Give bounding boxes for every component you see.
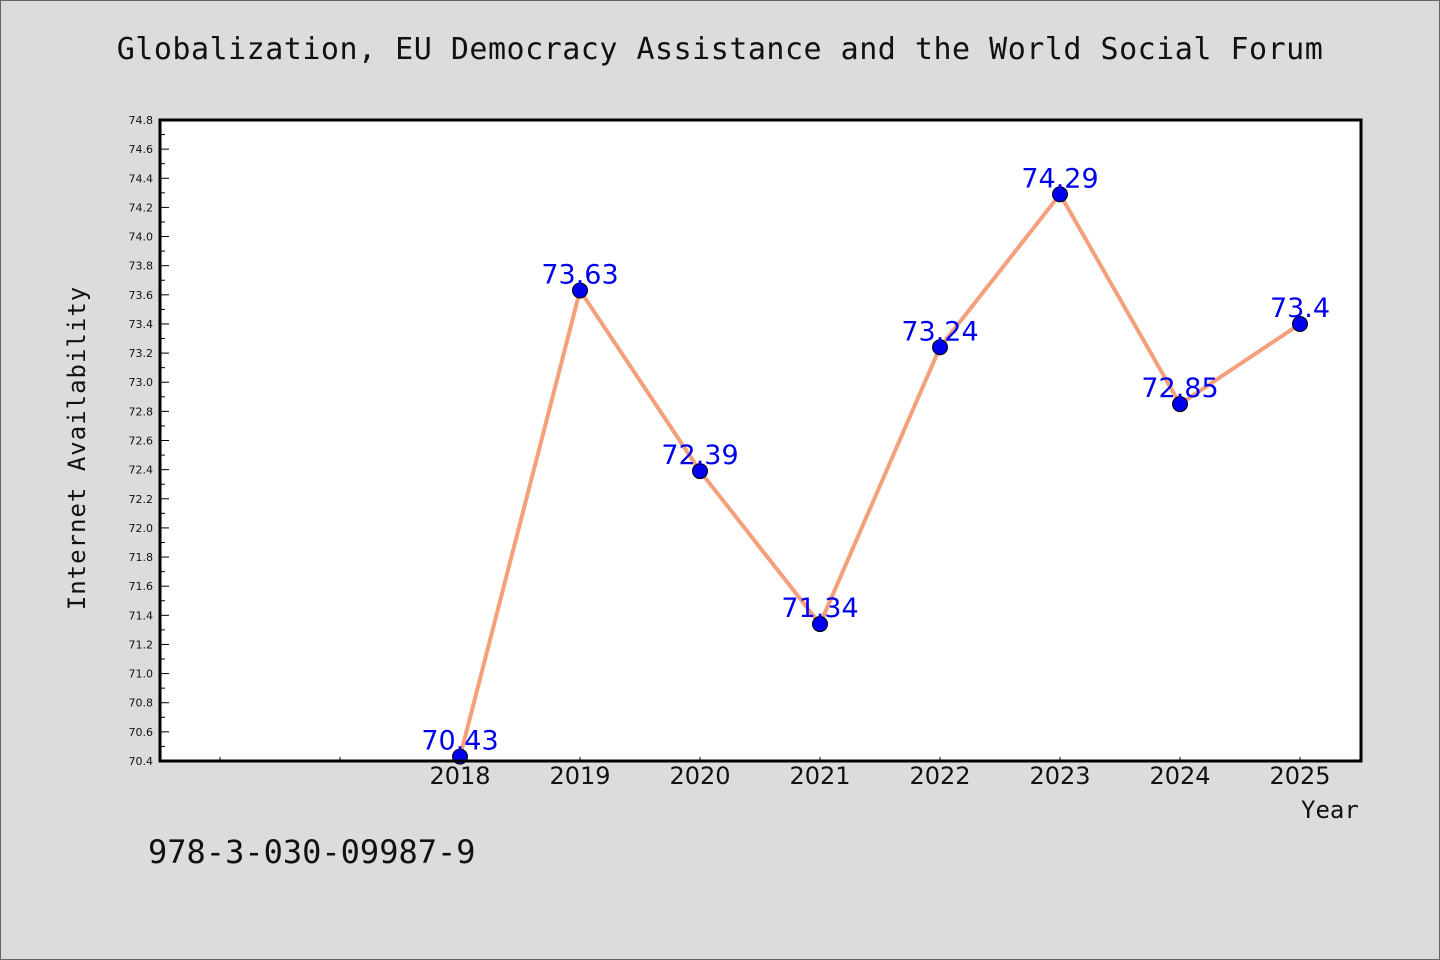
- x-tick-label: 2018: [429, 762, 490, 790]
- data-label: 73.24: [901, 316, 978, 347]
- y-tick-label: 70.6: [129, 726, 154, 739]
- y-tick-label: 72.6: [129, 435, 154, 448]
- y-tick-label: 73.2: [129, 347, 154, 360]
- y-tick-label: 71.4: [129, 609, 154, 622]
- y-tick-label: 70.8: [129, 697, 154, 710]
- data-point: [572, 282, 588, 299]
- y-tick-label: 72.0: [129, 522, 154, 535]
- data-markers: [452, 186, 1308, 765]
- y-tick-label: 73.6: [129, 289, 154, 302]
- x-tick-label: 2025: [1269, 762, 1330, 790]
- x-tick-label: 2019: [549, 762, 610, 790]
- data-point: [1292, 315, 1308, 332]
- y-tick-label: 73.8: [129, 260, 154, 273]
- data-point: [1172, 396, 1188, 413]
- plot-border: [158, 118, 1363, 763]
- data-label: 72.39: [661, 440, 738, 471]
- y-tick-label: 74.2: [129, 201, 154, 214]
- data-labels: 70.43 73.63 72.39 71.34 73.24 74.29 72.85 73.4: [421, 163, 1330, 756]
- data-point: [932, 339, 948, 356]
- y-tick-label: 71.0: [129, 668, 154, 681]
- y-tick-label: 74.0: [129, 231, 154, 244]
- data-label: 72.85: [1141, 373, 1218, 404]
- x-tick-label: 2023: [1029, 762, 1090, 790]
- y-tick-label: 74.4: [129, 172, 154, 185]
- data-label: 73.63: [541, 259, 618, 290]
- x-tick-label: 2020: [669, 762, 730, 790]
- y-tick-label: 71.8: [129, 551, 154, 564]
- data-label: 74.29: [1021, 163, 1098, 194]
- y-tick-label: 73.4: [129, 318, 154, 331]
- y-axis-label: Internet Availability: [63, 285, 91, 611]
- x-axis-ticks: 2018 2019 2020 2021 2022 2023 2024 2025: [219, 757, 1331, 790]
- plot-area: [160, 120, 1361, 761]
- y-tick-label: 70.4: [129, 755, 154, 768]
- isbn-text: 978-3-030-09987-9: [148, 833, 476, 871]
- x-tick-label: 2021: [789, 762, 850, 790]
- y-tick-label: 72.8: [129, 405, 154, 418]
- data-point: [1052, 186, 1068, 203]
- chart-title: Globalization, EU Democracy Assistance a…: [116, 32, 1324, 67]
- x-tick-label: 2022: [909, 762, 970, 790]
- data-label: 71.34: [781, 593, 858, 624]
- data-label: 70.43: [421, 726, 498, 757]
- y-tick-label: 74.6: [129, 143, 154, 156]
- y-axis-ticks: 70.4 70.6 70.8 71.0 71.2 71.4 71.6 71.8 72.0 72.2…: [129, 114, 169, 768]
- series-line: [458, 192, 1302, 758]
- x-axis-label: Year: [1301, 796, 1359, 824]
- data-label: 73.4: [1270, 293, 1330, 324]
- y-tick-label: 74.8: [129, 114, 154, 127]
- y-tick-label: 73.0: [129, 376, 154, 389]
- y-tick-label: 72.2: [129, 493, 154, 506]
- data-point: [692, 463, 708, 480]
- x-tick-label: 2024: [1149, 762, 1210, 790]
- data-point: [812, 616, 828, 633]
- y-tick-label: 72.4: [129, 464, 154, 477]
- y-tick-label: 71.2: [129, 638, 154, 651]
- y-tick-label: 71.6: [129, 580, 154, 593]
